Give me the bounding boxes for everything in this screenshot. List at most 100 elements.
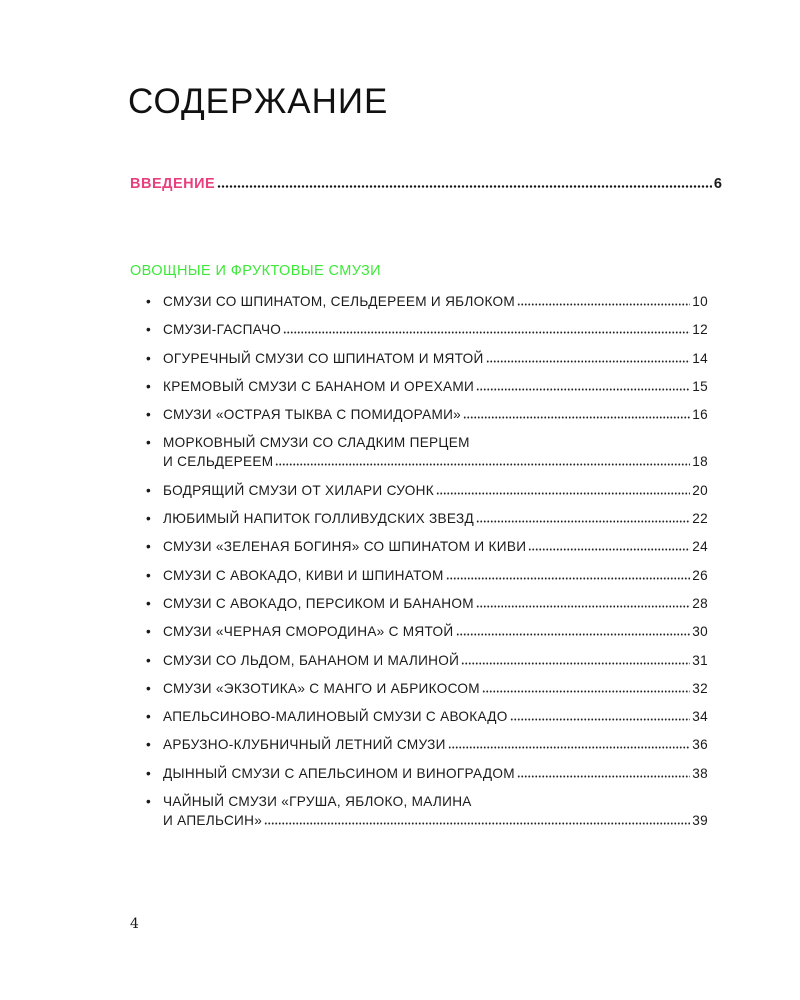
dot-leader (283, 331, 691, 335)
entry-title: КРЕМОВЫЙ СМУЗИ С БАНАНОМ И ОРЕХАМИ (163, 378, 475, 394)
entry-page: 32 (692, 680, 708, 696)
bullet-icon: • (146, 794, 152, 810)
entry-page: 20 (692, 482, 708, 498)
bullet-icon: • (146, 737, 152, 753)
bullet-icon: • (146, 595, 152, 611)
entry-page: 24 (692, 539, 708, 555)
dot-leader (463, 416, 691, 420)
toc-entry[interactable]: • СМУЗИ СО ЛЬДОМ, БАНАНОМ И МАЛИНОЙ 31 (146, 651, 708, 670)
entry-page: 28 (692, 595, 708, 611)
entry-title: СМУЗИ СО ШПИНАТОМ, СЕЛЬДЕРЕЕМ И ЯБЛОКОМ (163, 294, 516, 309)
dot-leader (445, 576, 691, 580)
toc-entry[interactable]: • ОГУРЕЧНЫЙ СМУЗИ СО ШПИНАТОМ И МЯТОЙ 14 (146, 349, 708, 368)
entry-title: АПЕЛЬСИНОВО-МАЛИНОВЫЙ СМУЗИ С АВОКАДО (163, 709, 508, 725)
entry-page: 15 (692, 378, 708, 394)
toc-entry[interactable]: • СМУЗИ «ОСТРАЯ ТЫКВА С ПОМИДОРАМИ» 16 (146, 405, 708, 424)
dot-leader (475, 604, 691, 608)
entry-title: СМУЗИ «ЗЕЛЕНАЯ БОГИНЯ» СО ШПИНАТОМ И КИВ… (163, 539, 527, 555)
dot-leader (509, 718, 691, 722)
dot-leader (455, 633, 691, 637)
page-number: 4 (130, 916, 139, 932)
entry-title: МОРКОВНЫЙ СМУЗИ СО СЛАДКИМ ПЕРЦЕМ (163, 435, 470, 451)
toc-entry[interactable]: • СМУЗИ «ЗЕЛЕНАЯ БОГИНЯ» СО ШПИНАТОМ И КИ… (146, 537, 708, 556)
entry-title: СМУЗИ С АВОКАДО, КИВИ И ШПИНАТОМ (163, 567, 444, 583)
toc-entry[interactable]: • АРБУЗНО-КЛУБНИЧНЫЙ ЛЕТНИЙ СМУЗИ 36 (146, 735, 708, 754)
entry-title: И СЕЛЬДЕРЕЕМ (163, 454, 274, 470)
bullet-icon: • (146, 539, 152, 555)
bullet-icon: • (146, 378, 152, 394)
entry-page: 31 (692, 652, 708, 668)
bullet-icon: • (146, 709, 152, 725)
section-heading: ОВОЩНЫЕ И ФРУКТОВЫЕ СМУЗИ (130, 263, 381, 279)
toc-entry[interactable]: • СМУЗИ СО ШПИНАТОМ, СЕЛЬДЕРЕЕМ И ЯБЛОКОМ… (146, 292, 708, 311)
introduction-page: 6 (713, 176, 722, 192)
toc-entry[interactable]: • МОРКОВНЫЙ СМУЗИ СО СЛАДКИМ ПЕРЦЕМ И СЕЛЬ… (146, 433, 708, 471)
toc-list: • СМУЗИ СО ШПИНАТОМ, СЕЛЬДЕРЕЕМ И ЯБЛОКОМ… (146, 292, 708, 839)
bullet-icon: • (146, 482, 152, 498)
entry-title: СМУЗИ «ЧЕРНАЯ СМОРОДИНА» С МЯТОЙ (163, 624, 454, 640)
dot-leader (217, 185, 712, 188)
entry-page: 30 (692, 624, 708, 640)
entry-title: ОГУРЕЧНЫЙ СМУЗИ СО ШПИНАТОМ И МЯТОЙ (163, 350, 484, 366)
toc-entry[interactable]: • ЛЮБИМЫЙ НАПИТОК ГОЛЛИВУДСКИХ ЗВЕЗД 22 (146, 509, 708, 528)
bullet-icon: • (146, 511, 152, 527)
toc-entry[interactable]: • СМУЗИ «ЭКЗОТИКА» С МАНГО И АБРИКОСОМ 32 (146, 679, 708, 698)
bullet-icon: • (146, 294, 152, 309)
entry-page: 10 (692, 294, 708, 309)
entry-page: 22 (692, 511, 708, 527)
dot-leader (476, 387, 691, 391)
bullet-icon: • (146, 322, 152, 338)
bullet-icon: • (146, 652, 152, 668)
toc-entry[interactable]: • АПЕЛЬСИНОВО-МАЛИНОВЫЙ СМУЗИ С АВОКАДО 34 (146, 707, 708, 726)
dot-leader (528, 548, 691, 552)
dot-leader (481, 689, 691, 693)
entry-title: ЧАЙНЫЙ СМУЗИ «ГРУША, ЯБЛОКО, МАЛИНА (163, 794, 472, 810)
entry-title: И АПЕЛЬСИН» (163, 813, 263, 829)
bullet-icon: • (146, 350, 152, 366)
entry-title: СМУЗИ «ОСТРАЯ ТЫКВА С ПОМИДОРАМИ» (163, 407, 462, 423)
dot-leader (264, 822, 691, 826)
entry-title: СМУЗИ С АВОКАДО, ПЕРСИКОМ И БАНАНОМ (163, 595, 474, 611)
entry-title: СМУЗИ-ГАСПАЧО (163, 322, 282, 338)
entry-page: 39 (692, 813, 708, 829)
bullet-icon: • (146, 435, 152, 451)
entry-page: 38 (692, 765, 708, 781)
entry-title: ДЫННЫЙ СМУЗИ С АПЕЛЬСИНОМ И ВИНОГРАДОМ (163, 765, 515, 781)
entry-page: 34 (692, 709, 708, 725)
bullet-icon: • (146, 680, 152, 696)
toc-entry-introduction[interactable]: ВВЕДЕНИЕ 6 (130, 176, 722, 192)
dot-leader (485, 359, 691, 363)
entry-page: 36 (692, 737, 708, 753)
entry-page: 14 (692, 350, 708, 366)
toc-entry[interactable]: • СМУЗИ С АВОКАДО, КИВИ И ШПИНАТОМ 26 (146, 566, 708, 585)
dot-leader (447, 746, 691, 750)
dot-leader (517, 303, 691, 306)
bullet-icon: • (146, 407, 152, 423)
entry-page: 18 (692, 454, 708, 470)
entry-title: АРБУЗНО-КЛУБНИЧНЫЙ ЛЕТНИЙ СМУЗИ (163, 737, 446, 753)
dot-leader (475, 520, 691, 524)
dot-leader (516, 774, 691, 778)
entry-page: 16 (692, 407, 708, 423)
bullet-icon: • (146, 624, 152, 640)
toc-entry[interactable]: • СМУЗИ-ГАСПАЧО 12 (146, 320, 708, 339)
toc-entry[interactable]: • ДЫННЫЙ СМУЗИ С АПЕЛЬСИНОМ И ВИНОГРАДОМ 3… (146, 764, 708, 783)
toc-entry[interactable]: • БОДРЯЩИЙ СМУЗИ ОТ ХИЛАРИ СУОНК 20 (146, 481, 708, 500)
dot-leader (435, 491, 691, 495)
entry-page: 26 (692, 567, 708, 583)
entry-title: БОДРЯЩИЙ СМУЗИ ОТ ХИЛАРИ СУОНК (163, 482, 434, 498)
entry-page: 12 (692, 322, 708, 338)
page-title: СОДЕРЖАНИЕ (128, 82, 389, 121)
toc-entry[interactable]: • ЧАЙНЫЙ СМУЗИ «ГРУША, ЯБЛОКО, МАЛИНА И АП… (146, 792, 708, 830)
bullet-icon: • (146, 567, 152, 583)
dot-leader (275, 463, 691, 467)
entry-title: СМУЗИ «ЭКЗОТИКА» С МАНГО И АБРИКОСОМ (163, 680, 480, 696)
toc-entry[interactable]: • СМУЗИ С АВОКАДО, ПЕРСИКОМ И БАНАНОМ 28 (146, 594, 708, 613)
bullet-icon: • (146, 765, 152, 781)
toc-entry[interactable]: • КРЕМОВЫЙ СМУЗИ С БАНАНОМ И ОРЕХАМИ 15 (146, 377, 708, 396)
dot-leader (461, 661, 691, 665)
introduction-label: ВВЕДЕНИЕ (130, 176, 216, 192)
entry-title: ЛЮБИМЫЙ НАПИТОК ГОЛЛИВУДСКИХ ЗВЕЗД (163, 511, 474, 527)
toc-entry[interactable]: • СМУЗИ «ЧЕРНАЯ СМОРОДИНА» С МЯТОЙ 30 (146, 622, 708, 641)
entry-title: СМУЗИ СО ЛЬДОМ, БАНАНОМ И МАЛИНОЙ (163, 652, 460, 668)
